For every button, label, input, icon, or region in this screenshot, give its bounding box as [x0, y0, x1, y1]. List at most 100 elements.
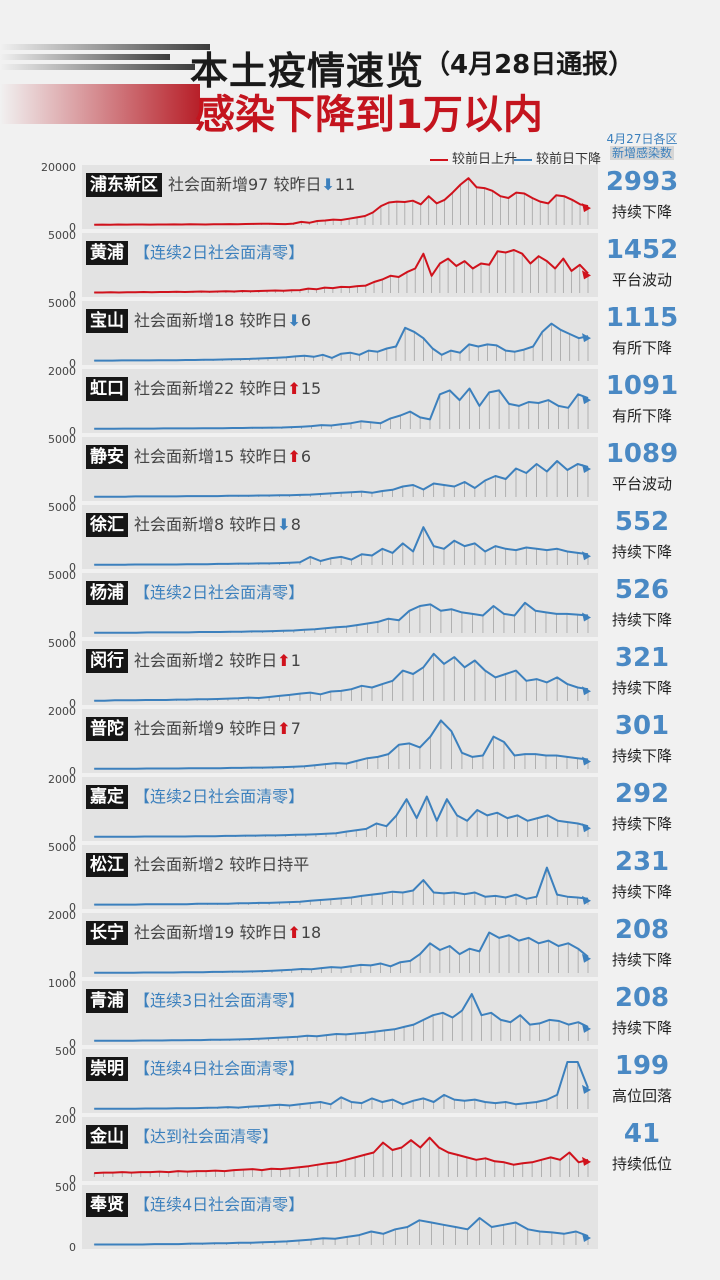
new-infection-total: 1452: [605, 235, 679, 265]
series-line: [94, 795, 589, 838]
panel-background: [82, 913, 598, 977]
district-annotation: 【连续3日社会面清零】: [134, 989, 304, 1013]
district-line-chart: [93, 652, 591, 702]
series-line: [94, 322, 589, 362]
y-axis-min-label: 0: [69, 969, 76, 982]
series-line: [94, 1217, 589, 1246]
change-value: 6: [300, 311, 312, 330]
legend-up-label: 较前日上升: [452, 152, 518, 167]
change-value: 18: [300, 923, 322, 942]
trend-status: 持续下降: [611, 883, 672, 901]
trend-status: 有所下降: [611, 339, 672, 357]
arrow-down-icon: ⬇: [321, 175, 335, 194]
y-axis-min-label: 0: [69, 561, 76, 574]
arrow-up-icon: ⬆: [287, 379, 301, 398]
district-annotation: 【连续2日社会面清零】: [134, 581, 304, 605]
district-panel: 2000 0 普陀 社会面新增9 较昨日⬆7 301 持续下降: [0, 705, 720, 778]
district-annotation: 社会面新增2 较昨日持平: [134, 853, 309, 877]
district-name: 崇明: [86, 1057, 128, 1081]
new-infection-total: 1091: [605, 371, 679, 401]
new-infection-total: 231: [614, 847, 670, 877]
annotation-text: 【连续2日社会面清零】: [134, 583, 305, 602]
new-infection-total: 526: [614, 575, 670, 605]
series-end-arrow: [582, 895, 591, 905]
panel-background: [82, 641, 598, 705]
new-infection-total: 41: [623, 1119, 661, 1149]
district-annotation: 【连续4日社会面清零】: [134, 1193, 304, 1217]
series-line: [94, 460, 589, 498]
series-end-arrow: [582, 203, 591, 213]
trend-status: 持续下降: [611, 815, 672, 833]
district-line-chart: [93, 719, 591, 770]
district-panel: 5000 0 杨浦 【连续2日社会面清零】 526 持续下降: [0, 569, 720, 642]
change-value: 7: [290, 719, 301, 738]
series-line: [94, 249, 589, 294]
district-annotation: 社会面新增2 较昨日⬆1: [134, 649, 301, 673]
y-axis-max-label: 5000: [48, 229, 76, 242]
series-end-arrow: [582, 464, 591, 473]
district-line-chart: [93, 526, 591, 566]
y-axis-min-label: 0: [69, 357, 76, 370]
annotation-text: 社会面新增2 较昨日持平: [134, 855, 310, 874]
series-line: [94, 931, 589, 974]
district-name: 杨浦: [86, 581, 128, 605]
series-line: [94, 601, 589, 634]
panel-background: [82, 165, 598, 229]
annotation-text: 社会面新增9 较昨日: [134, 719, 278, 738]
legend-down-label: 较前日下降: [536, 152, 602, 167]
y-axis-max-label: 200: [55, 1113, 76, 1126]
series-line: [94, 387, 589, 430]
district-name: 嘉定: [86, 785, 128, 809]
district-annotation: 社会面新增15 较昨日⬆6: [134, 445, 311, 469]
y-axis-max-label: 5000: [48, 841, 76, 854]
y-axis-max-label: 5000: [48, 569, 76, 582]
new-infection-total: 1115: [605, 303, 679, 333]
series-line: [94, 866, 589, 906]
y-axis-min-label: 0: [69, 833, 76, 846]
red-banner: [0, 84, 200, 124]
speed-line: [0, 44, 210, 50]
new-infection-total: 208: [614, 983, 670, 1013]
series-end-arrow: [582, 1084, 591, 1094]
change-value: 8: [290, 515, 301, 534]
district-line-chart: [93, 931, 591, 974]
district-annotation: 社会面新增22 较昨日⬆15: [134, 377, 321, 401]
y-axis-min-label: 0: [69, 493, 76, 506]
y-axis-min-label: 0: [69, 1173, 76, 1186]
series-end-arrow: [582, 1156, 591, 1166]
trend-status: 持续下降: [611, 611, 672, 629]
series-end-arrow: [582, 395, 591, 405]
series-line: [94, 719, 589, 770]
series-line: [94, 652, 589, 702]
annotation-text: 社会面新增97 较昨日: [168, 175, 322, 194]
change-value: 1: [290, 651, 301, 670]
district-panel: 2000 0 长宁 社会面新增19 较昨日⬆18 208 持续下降: [0, 909, 720, 982]
y-axis-min-label: 0: [69, 765, 76, 778]
y-axis-min-label: 0: [69, 1105, 76, 1118]
new-infection-total: 292: [614, 779, 670, 809]
change-value: 11: [334, 175, 356, 194]
new-infection-total: 208: [614, 915, 670, 945]
district-annotation: 【连续4日社会面清零】: [134, 1057, 304, 1081]
district-name: 黄浦: [86, 241, 128, 265]
district-name: 松江: [86, 853, 128, 877]
arrow-up-icon: ⬆: [287, 923, 301, 942]
panel-background: [82, 505, 598, 569]
arrow-up-icon: ⬆: [277, 651, 291, 670]
district-panel: 5000 0 松江 社会面新增2 较昨日持平 231 持续下降: [0, 841, 720, 914]
trend-status: 持续下降: [611, 747, 672, 765]
y-axis-max-label: 2000: [48, 909, 76, 922]
new-infection-total: 199: [614, 1051, 670, 1081]
y-axis-max-label: 5000: [48, 637, 76, 650]
y-axis-max-label: 2000: [48, 365, 76, 378]
annotation-text: 【连续2日社会面清零】: [134, 243, 305, 262]
district-name: 长宁: [86, 921, 128, 945]
trend-status: 高位回落: [611, 1087, 672, 1105]
series-line: [94, 1136, 589, 1175]
district-line-chart: [93, 795, 591, 838]
panel-background: [82, 777, 598, 841]
district-panel: 1000 0 青浦 【连续3日社会面清零】 208 持续下降: [0, 977, 720, 1050]
annotation-text: 【连续4日社会面清零】: [134, 1195, 305, 1214]
district-line-chart: [93, 177, 591, 226]
district-line-chart: [93, 866, 591, 906]
